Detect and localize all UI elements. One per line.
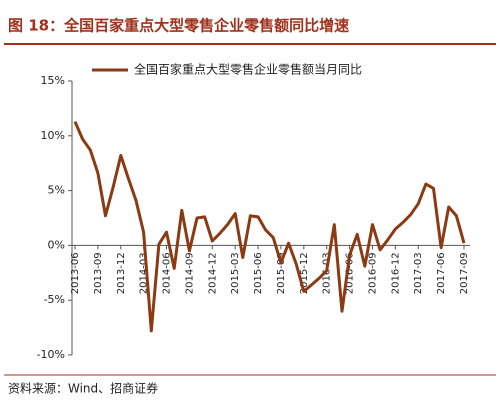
y-tick-label: 0% (48, 238, 65, 251)
y-tick-label: -10% (37, 348, 65, 361)
x-tick-label: 2013-06 (70, 252, 81, 294)
x-tick-label: 2016-03 (322, 252, 333, 294)
x-tick-label: 2014-09 (184, 252, 195, 294)
legend-label: 全国百家重点大型零售企业零售额当月同比 (134, 62, 362, 77)
x-tick-label: 2016-06 (345, 252, 356, 294)
x-tick-label: 2013-09 (93, 252, 104, 294)
x-tick-label: 2017-03 (413, 252, 424, 294)
x-tick-label: 2015-06 (253, 252, 264, 294)
chart-title: 图 18：全国百家重点大型零售企业零售额同比增速 (8, 17, 349, 35)
x-tick-label: 2014-03 (139, 252, 150, 294)
x-tick-label: 2017-06 (436, 252, 447, 294)
source: 资料来源：Wind、招商证券 (8, 381, 158, 396)
x-tick-label: 2017-09 (459, 252, 470, 294)
x-tick-label: 2014-12 (207, 252, 218, 294)
x-tick-label: 2016-12 (390, 252, 401, 294)
y-tick-label: -5% (44, 293, 65, 306)
y-tick-label: 10% (41, 129, 65, 142)
y-tick-label: 15% (41, 74, 65, 87)
series-line (73, 121, 466, 333)
x-tick-label: 2013-12 (116, 252, 127, 294)
x-tick-label: 2015-12 (299, 252, 310, 294)
y-tick-label: 5% (48, 184, 65, 197)
x-tick-label: 2016-09 (367, 252, 378, 294)
x-tick-label: 2015-09 (276, 252, 287, 294)
x-tick-label: 2015-03 (230, 252, 241, 294)
x-tick-label: 2014-06 (162, 252, 173, 294)
